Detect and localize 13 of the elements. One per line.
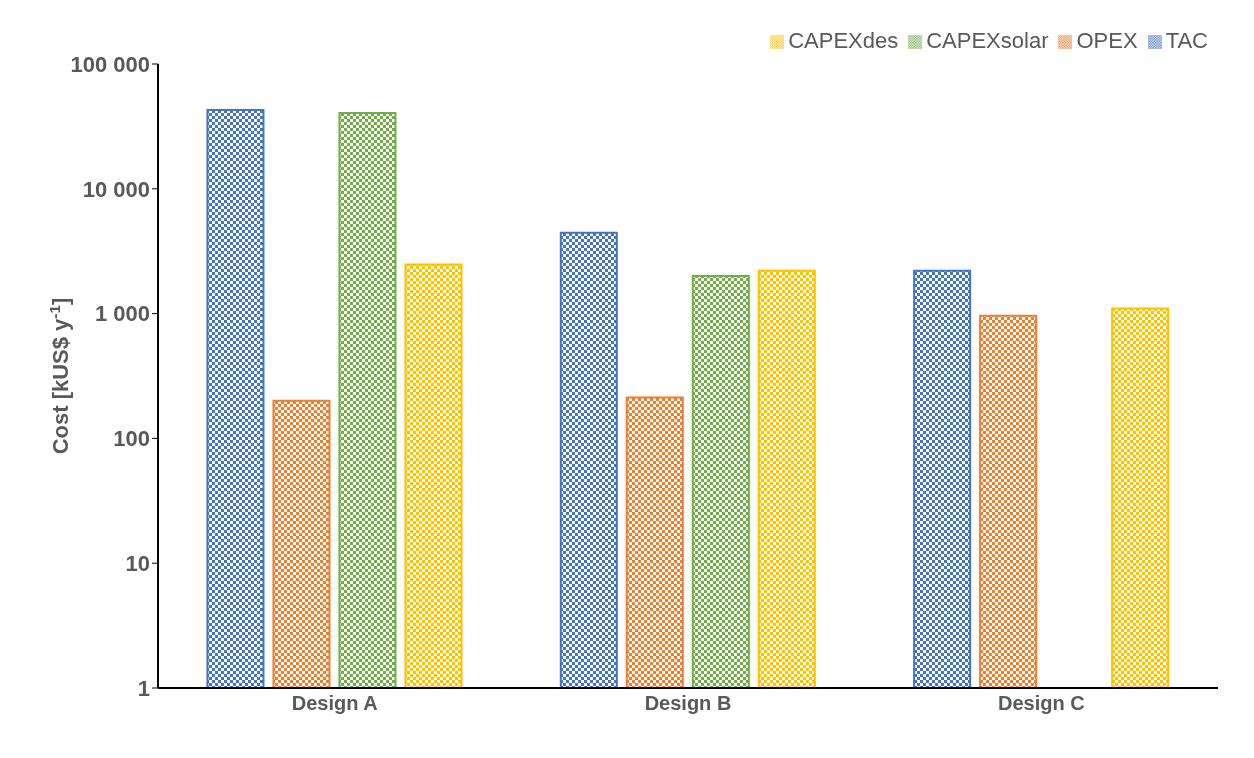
y-tick-label: 10 xyxy=(125,551,150,577)
y-tick-label: 1 xyxy=(137,675,150,701)
y-tick-label: 100 xyxy=(113,426,150,452)
legend-label: CAPEXdes xyxy=(788,28,899,53)
x-tick-label: Design B xyxy=(644,692,732,715)
legend-label: CAPEXsolar xyxy=(926,28,1049,53)
y-tick-label: 10 000 xyxy=(82,176,150,202)
legend-label: TAC xyxy=(1165,28,1208,53)
legend-label: OPEX xyxy=(1076,28,1138,53)
y-tick-label: 100 000 xyxy=(70,51,150,77)
y-tick-label: 1 000 xyxy=(94,301,150,327)
x-tick-label: Design C xyxy=(997,692,1085,715)
x-tick-label: Design A xyxy=(291,692,378,715)
